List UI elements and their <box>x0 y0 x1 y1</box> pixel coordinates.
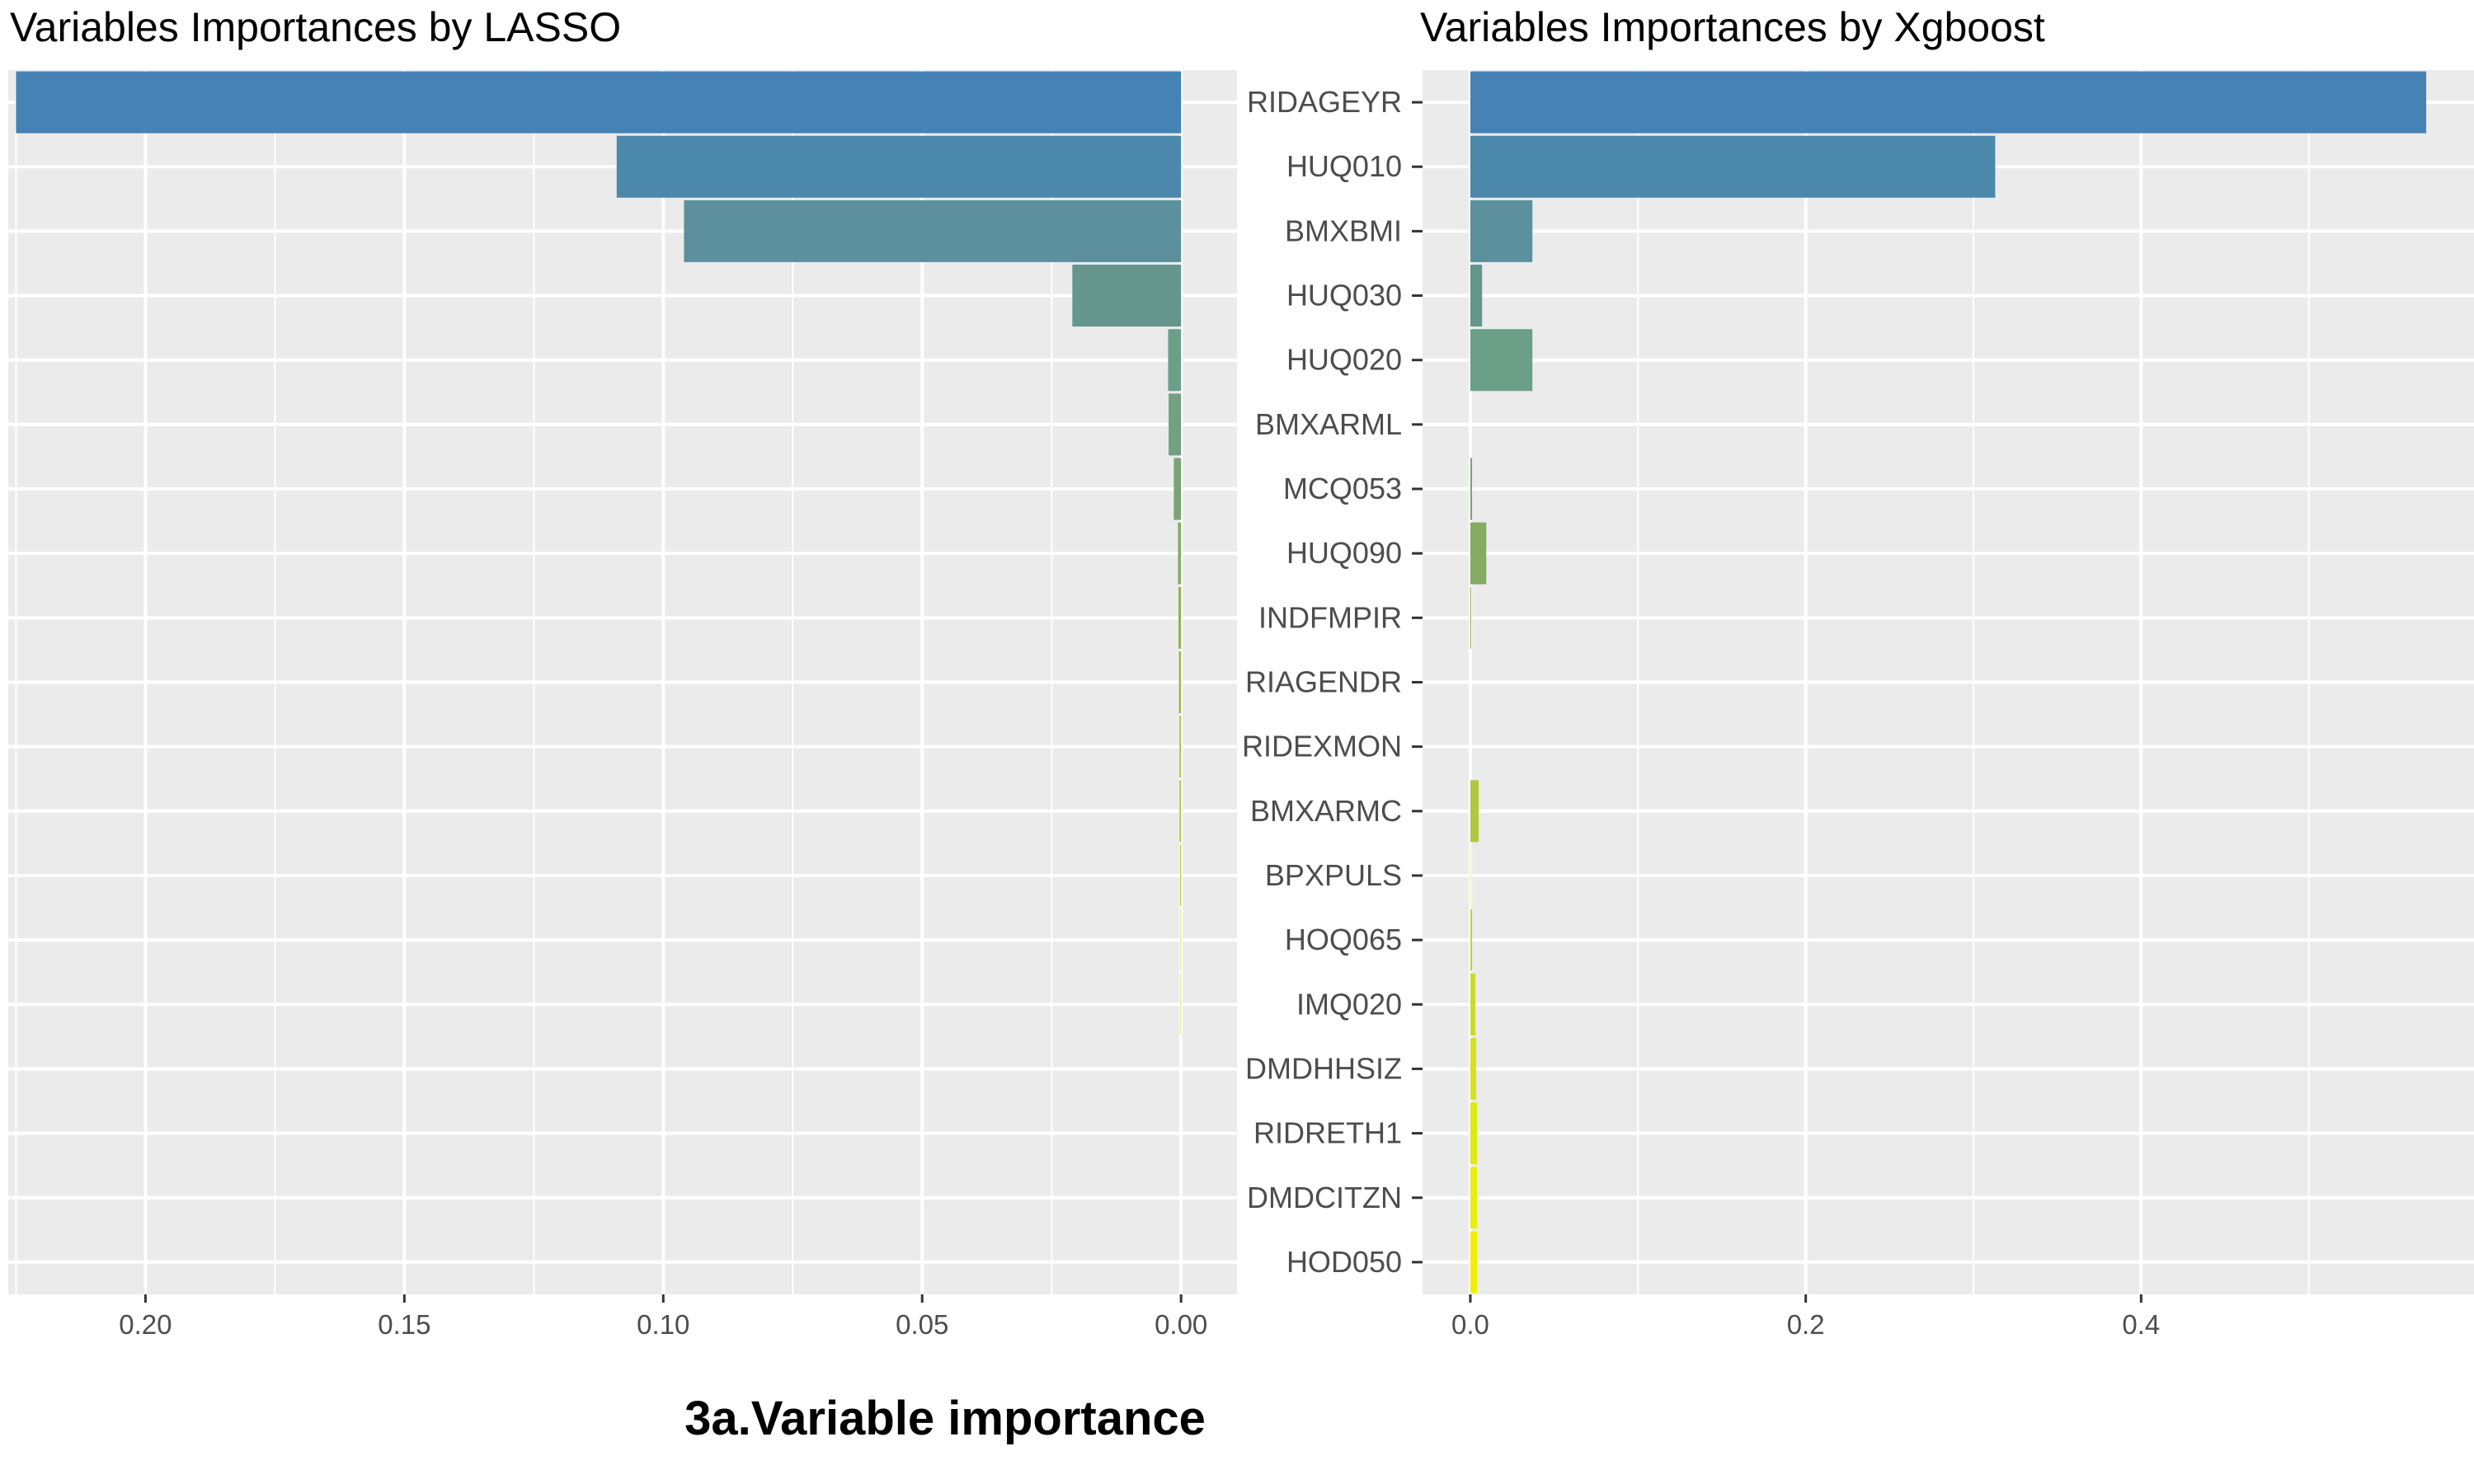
lasso-bar-bmxbmi <box>684 200 1182 262</box>
variable-label-bpxpuls: BPXPULS <box>1265 858 1402 892</box>
variable-label-huq030: HUQ030 <box>1286 279 1402 312</box>
variable-label-bmxarml: BMXARML <box>1255 407 1402 441</box>
lasso-bar-hoq065 <box>1180 909 1182 971</box>
lasso-bar-ridageyr <box>16 71 1182 134</box>
xgboost-bar-huq020 <box>1470 329 1533 392</box>
variable-label-indfmpir: INDFMPIR <box>1258 600 1402 634</box>
lasso-x-axis: 0.20 0.15 0.10 0.05 0.00 <box>119 1294 1207 1340</box>
xgboost-panel: 0.0 0.2 0.4 Variables Importances by Xgboo… <box>1420 4 2474 1340</box>
xgboost-bar-ridreth1 <box>1470 1102 1478 1165</box>
xgboost-bars <box>1470 71 2427 1294</box>
xgboost-bar-indfmpir <box>1470 586 1471 649</box>
xgboost-gridlines <box>1423 70 2474 1294</box>
variable-label-imq020: IMQ020 <box>1296 987 1402 1021</box>
xgboost-bar-imq020 <box>1470 973 1476 1036</box>
lasso-bar-bpxpuls <box>1179 844 1182 907</box>
xgboost-bar-huq030 <box>1470 265 1483 327</box>
variable-label-huq010: HUQ010 <box>1286 149 1402 183</box>
lasso-panel: 0.20 0.15 0.10 0.05 0.00 Variables Importanc… <box>8 4 1237 1340</box>
lasso-bar-mcq053 <box>1174 458 1182 520</box>
variable-label-ridreth1: RIDRETH1 <box>1253 1116 1402 1150</box>
variable-label-dmdcitzn: DMDCITZN <box>1247 1181 1402 1214</box>
lasso-bars <box>16 71 1182 1036</box>
variable-label-dmdhhsiz: DMDHHSIZ <box>1245 1051 1402 1085</box>
xgboost-bar-dmdhhsiz <box>1470 1037 1477 1100</box>
variable-label-hoq065: HOQ065 <box>1285 923 1402 956</box>
variable-label-ridexmon: RIDEXMON <box>1242 730 1402 763</box>
lasso-x-tick-label: 0.10 <box>637 1309 689 1340</box>
xgboost-bar-hoq065 <box>1470 909 1472 971</box>
variable-label-huq090: HUQ090 <box>1286 536 1402 570</box>
lasso-bar-imq020 <box>1180 973 1182 1036</box>
lasso-bar-ridexmon <box>1179 716 1182 778</box>
variable-label-riagendr: RIAGENDR <box>1245 665 1402 699</box>
lasso-gridlines <box>8 70 1237 1294</box>
lasso-bar-huq090 <box>1178 522 1182 585</box>
lasso-bar-bmxarml <box>1169 393 1182 456</box>
xgboost-bar-hod050 <box>1470 1231 1478 1294</box>
xgboost-x-tick-label: 0.0 <box>1451 1309 1489 1340</box>
xgboost-bar-huq010 <box>1470 135 1996 198</box>
xgboost-bar-bmxbmi <box>1470 200 1533 262</box>
xgboost-bar-huq090 <box>1470 522 1487 585</box>
lasso-x-tick-label: 0.00 <box>1155 1309 1207 1340</box>
variable-label-hod050: HOD050 <box>1286 1245 1402 1279</box>
lasso-bar-bmxarmc <box>1179 780 1182 843</box>
lasso-bar-huq010 <box>616 135 1182 198</box>
xgboost-bar-mcq053 <box>1470 458 1472 520</box>
xgboost-chart-title: Variables Importances by Xgboost <box>1420 4 2045 50</box>
xgboost-x-tick-label: 0.2 <box>1787 1309 1825 1340</box>
lasso-bar-huq030 <box>1072 265 1182 327</box>
lasso-bar-indfmpir <box>1178 586 1182 649</box>
lasso-bar-huq020 <box>1168 329 1182 392</box>
lasso-x-tick-label: 0.15 <box>378 1309 430 1340</box>
variable-label-bmxbmi: BMXBMI <box>1285 214 1402 247</box>
xgboost-x-tick-label: 0.4 <box>2122 1309 2160 1340</box>
xgboost-bar-dmdcitzn <box>1470 1167 1478 1229</box>
variable-label-huq020: HUQ020 <box>1286 343 1402 377</box>
lasso-x-tick-label: 0.05 <box>896 1309 948 1340</box>
lasso-chart-title: Variables Importances by LASSO <box>10 4 621 50</box>
xgboost-x-axis: 0.0 0.2 0.4 <box>1451 1294 2160 1340</box>
xgboost-bar-ridageyr <box>1470 71 2427 134</box>
variable-label-mcq053: MCQ053 <box>1283 472 1402 505</box>
xgboost-bar-bmxarmc <box>1470 780 1479 843</box>
lasso-x-tick-label: 0.20 <box>119 1309 172 1340</box>
variable-axis: RIDAGEYR HUQ010 BMXBMI HUQ030 HUQ020 BMXARML M… <box>1242 85 1423 1279</box>
lasso-bar-riagendr <box>1178 650 1182 714</box>
figure-caption: 3a.Variable importance <box>684 1392 1206 1445</box>
variable-label-ridageyr: RIDAGEYR <box>1247 85 1402 119</box>
variable-label-bmxarmc: BMXARMC <box>1250 794 1402 828</box>
